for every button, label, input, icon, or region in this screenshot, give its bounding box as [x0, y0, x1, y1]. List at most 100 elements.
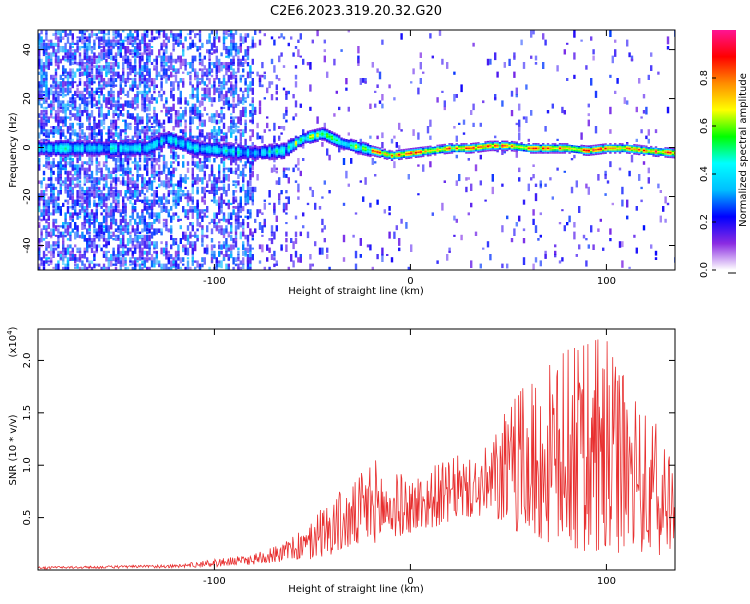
heatmap-noise-cell [117, 270, 119, 275]
heatmap-ridge-cell [179, 136, 182, 139]
heatmap-ridge-cell [124, 146, 127, 148]
heatmap-noise-cell [105, 241, 108, 247]
heatmap-noise-cell [78, 113, 82, 118]
heatmap-noise-cell [186, 161, 190, 166]
heatmap-ridge-cell [78, 140, 82, 142]
heatmap-noise-cell [357, 58, 360, 66]
heatmap-noise-cell [98, 36, 101, 42]
heatmap-noise-cell [93, 116, 96, 122]
heatmap-noise-cell [172, 87, 175, 91]
heatmap-noise-cell [354, 250, 358, 259]
heatmap-noise-cell [59, 254, 62, 260]
heatmap-ridge-cell [374, 155, 377, 157]
heatmap-ridge-cell [114, 152, 118, 154]
heatmap-ridge-cell [86, 153, 89, 156]
heatmap-noise-cell [45, 116, 48, 122]
heatmap-noise-cell [246, 234, 250, 242]
heatmap-noise-cell [148, 266, 151, 270]
heatmap-noise-cell [40, 94, 43, 101]
heatmap-noise-cell [112, 190, 115, 194]
heatmap-noise-cell [345, 78, 348, 85]
heatmap-noise-cell [153, 270, 155, 274]
heatmap-ridge-cell [110, 152, 113, 154]
heatmap-noise-cell [362, 196, 365, 202]
heatmap-ridge-cell [335, 135, 338, 137]
heatmap-noise-cell [232, 122, 235, 129]
heatmap-ridge-cell [203, 154, 206, 156]
heatmap-noise-cell [227, 106, 230, 111]
heatmap-ridge-cell [170, 142, 173, 144]
heatmap-noise-cell [376, 199, 379, 205]
heatmap-noise-cell [172, 193, 175, 196]
heatmap-noise-cell [186, 257, 190, 260]
heatmap-ridge-cell [326, 137, 329, 140]
heatmap-ridge-cell [100, 143, 103, 145]
heatmap-ridge-cell [342, 145, 346, 148]
heatmap-noise-cell [88, 180, 91, 183]
heatmap-noise-cell [220, 209, 223, 214]
heatmap-noise-cell [71, 199, 74, 203]
heatmap-noise-cell [78, 65, 82, 69]
heatmap-noise-cell [112, 103, 115, 108]
heatmap-noise-cell [249, 46, 252, 49]
heatmap-noise-cell [76, 199, 79, 205]
heatmap-noise-cell [86, 30, 89, 33]
heatmap-noise-cell [71, 113, 74, 118]
heatmap-ridge-cell [66, 143, 70, 145]
heatmap-noise-cell [131, 250, 134, 256]
heatmap-ridge-cell [256, 156, 259, 159]
heatmap-noise-cell [155, 129, 158, 135]
heatmap-noise-cell [177, 110, 180, 117]
heatmap-noise-cell [203, 209, 206, 212]
heatmap-ridge-cell [270, 146, 274, 149]
heatmap-noise-cell [184, 193, 187, 196]
heatmap-noise-cell [66, 36, 70, 44]
heatmap-ridge-cell [340, 145, 343, 147]
heatmap-noise-cell [215, 74, 218, 80]
heatmap-ridge-cell [206, 144, 209, 146]
heatmap-noise-cell [81, 62, 84, 70]
heatmap-noise-cell [102, 215, 106, 224]
heatmap-ridge-cell [114, 140, 118, 142]
heatmap-ridge-cell [350, 141, 353, 144]
heatmap-noise-cell [114, 183, 118, 187]
heatmap-noise-cell [129, 158, 132, 161]
heatmap-ridge-cell [213, 149, 216, 151]
heatmap-noise-cell [153, 151, 156, 157]
heatmap-noise-cell [95, 106, 98, 109]
heatmap-noise-cell [186, 177, 190, 180]
heatmap-noise-cell [86, 116, 89, 122]
heatmap-noise-cell [244, 87, 247, 92]
heatmap-ridge-cell [275, 156, 278, 159]
heatmap-noise-cell [105, 164, 108, 171]
heatmap-noise-cell [280, 132, 283, 135]
heatmap-noise-cell [110, 132, 113, 137]
heatmap-noise-cell [251, 103, 254, 111]
heatmap-noise-cell [170, 260, 173, 267]
heatmap-ridge-cell [362, 149, 365, 151]
heatmap-ridge-cell [316, 131, 319, 133]
heatmap-ridge-cell [124, 140, 127, 142]
heatmap-noise-cell [119, 161, 122, 168]
heatmap-noise-cell [114, 78, 118, 83]
heatmap-ridge-cell [242, 150, 245, 152]
heatmap-noise-cell [282, 113, 286, 120]
heatmap-noise-cell [54, 164, 58, 168]
heatmap-noise-cell [42, 199, 46, 206]
heatmap-ridge-cell [321, 127, 324, 129]
heatmap-noise-cell [201, 87, 204, 91]
heatmap-noise-cell [242, 231, 245, 237]
heatmap-ridge-cell [64, 147, 67, 150]
heatmap-ridge-cell [306, 141, 310, 143]
heatmap-ridge-cell [66, 149, 70, 151]
heatmap-noise-cell [45, 49, 48, 54]
heatmap-noise-cell [78, 71, 82, 77]
heatmap-noise-cell [242, 180, 245, 183]
heatmap-ridge-cell [174, 134, 178, 137]
heatmap-noise-cell [57, 30, 60, 36]
heatmap-noise-cell [234, 138, 238, 143]
heatmap-ridge-cell [239, 157, 242, 159]
heatmap-noise-cell [338, 145, 341, 153]
heatmap-noise-cell [246, 202, 250, 205]
